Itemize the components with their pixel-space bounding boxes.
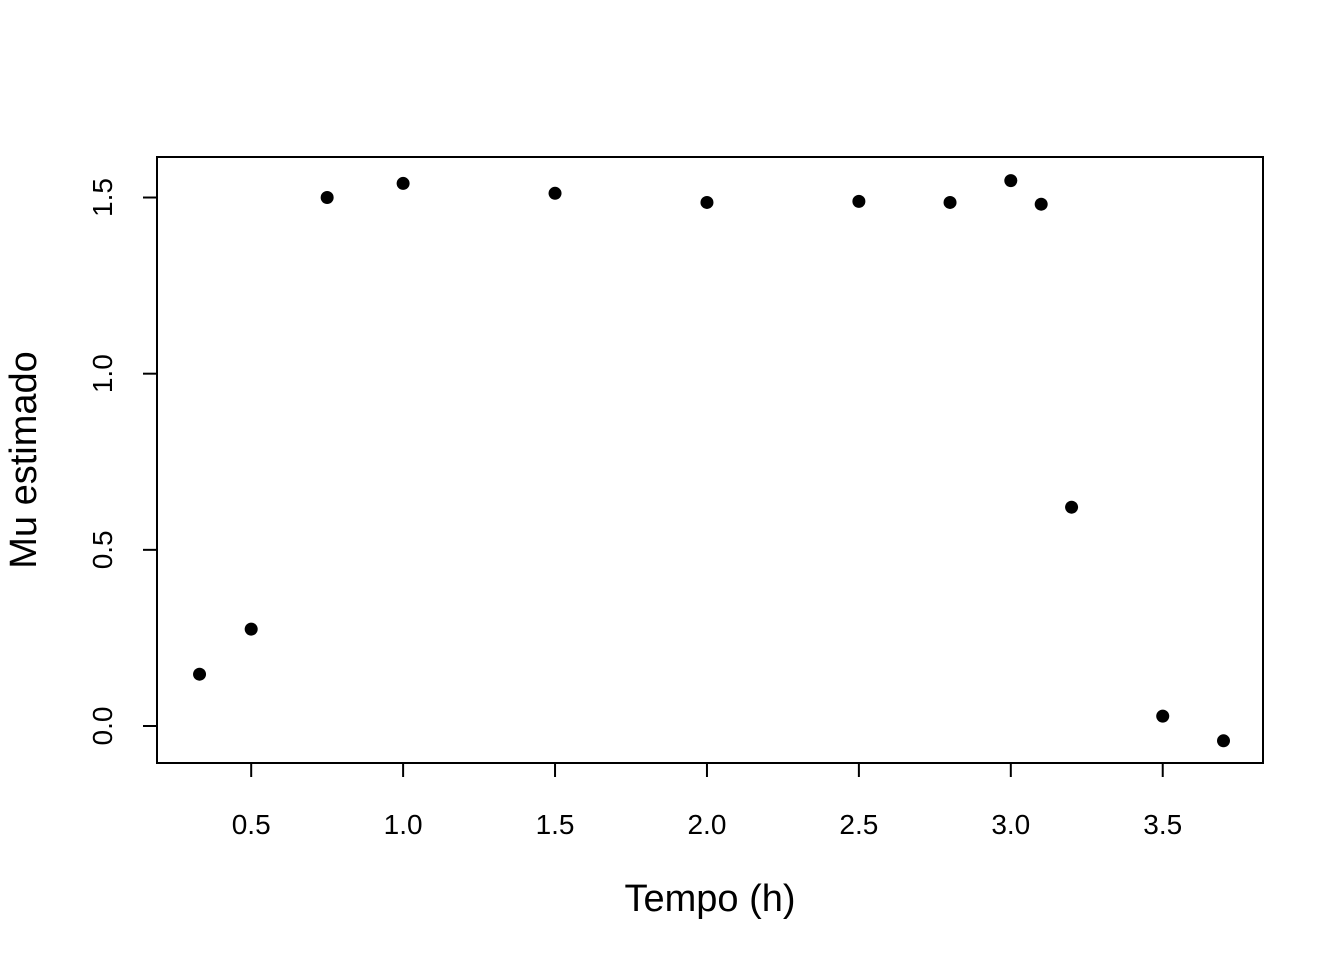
data-point (1065, 500, 1079, 514)
y-tick-label: 0.0 (87, 707, 118, 746)
x-tick-label: 3.0 (991, 809, 1030, 840)
x-tick-label: 1.5 (536, 809, 575, 840)
data-point (193, 667, 207, 681)
data-point (1034, 197, 1048, 211)
x-tick-label: 2.0 (687, 809, 726, 840)
y-axis: 0.0 0.5 1.0 1.5 (87, 178, 158, 746)
data-point (244, 622, 258, 636)
data-point (396, 176, 410, 190)
data-point (1004, 174, 1018, 188)
y-tick-label: 1.0 (87, 354, 118, 393)
data-point (1217, 734, 1230, 748)
x-axis: 0.5 1.0 1.5 2.0 2.5 3.0 3.5 (232, 762, 1182, 840)
data-point (320, 191, 334, 205)
data-point (1156, 709, 1170, 723)
data-points (193, 174, 1230, 748)
x-tick-label: 2.5 (839, 809, 878, 840)
plot-frame (156, 156, 1264, 764)
y-axis-title: Mu estimado (3, 351, 45, 569)
data-point (852, 194, 866, 208)
x-axis-title: Tempo (h) (624, 878, 795, 920)
y-tick-label: 0.5 (87, 530, 118, 569)
data-point (700, 195, 714, 209)
x-tick-label: 1.0 (384, 809, 423, 840)
x-tick-label: 0.5 (232, 809, 271, 840)
x-tick-label: 3.5 (1143, 809, 1182, 840)
data-point (943, 195, 957, 209)
y-tick-label: 1.5 (87, 178, 118, 217)
data-point (548, 186, 562, 200)
